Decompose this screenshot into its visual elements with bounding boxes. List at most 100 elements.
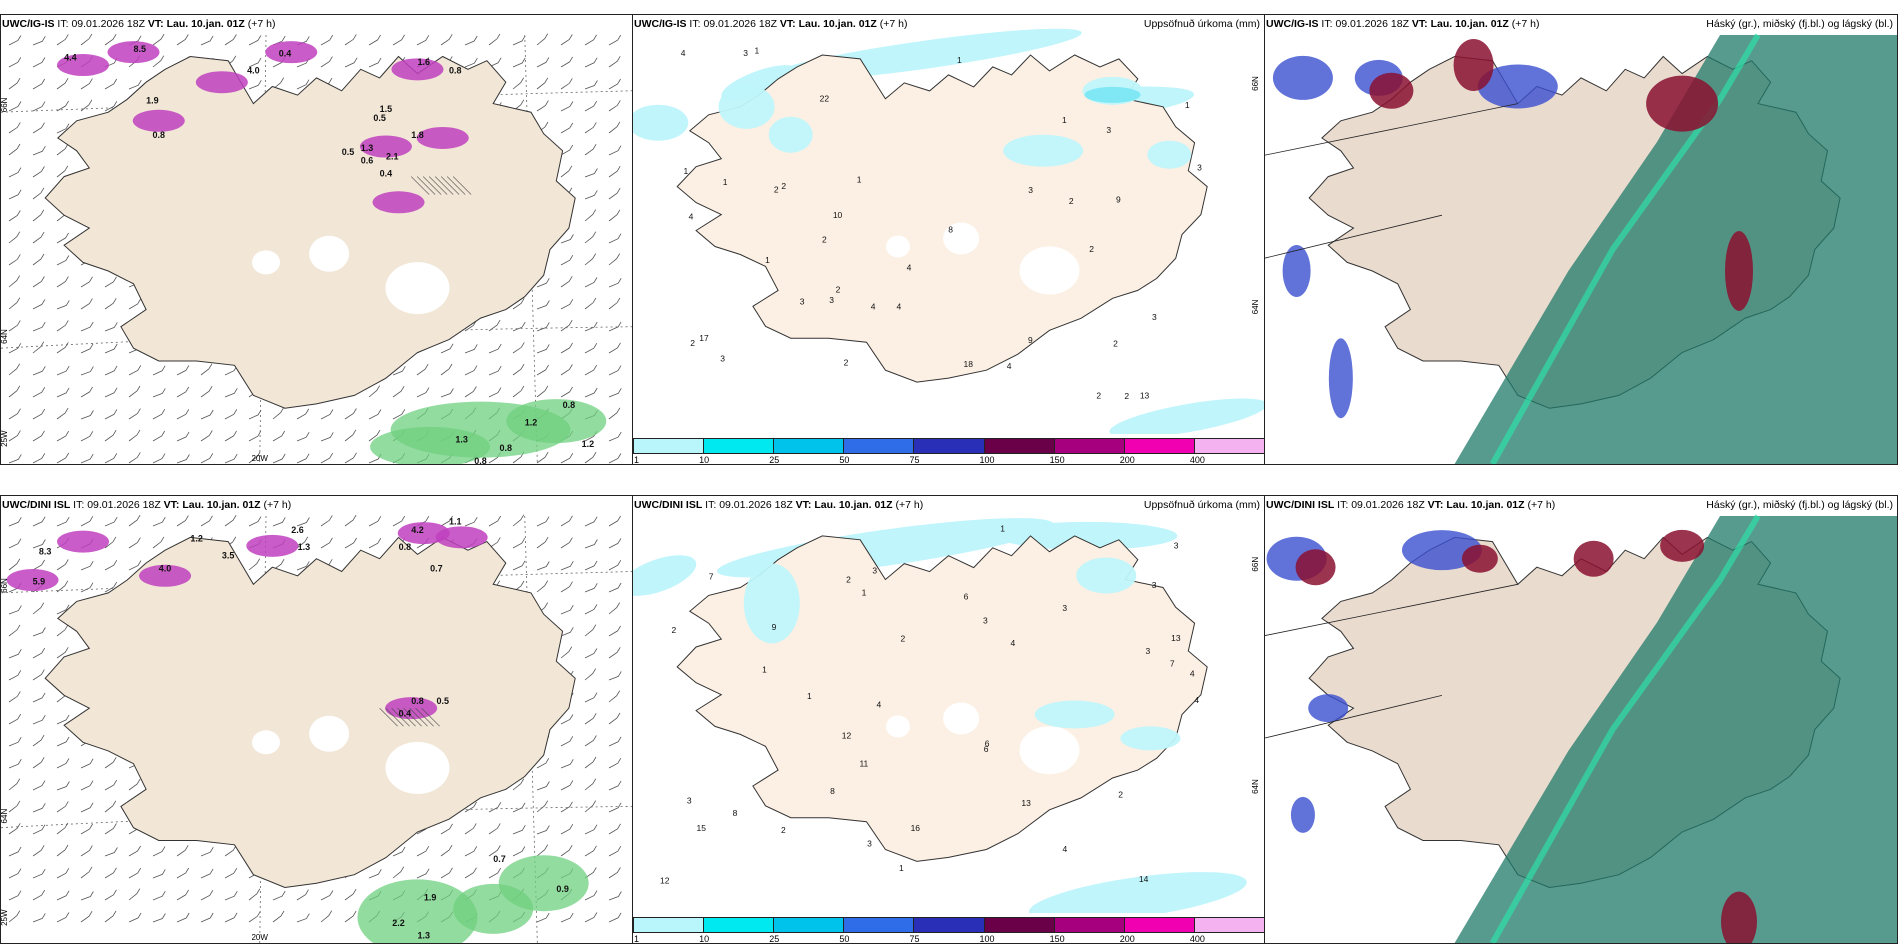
low-cloud-area (1454, 35, 1897, 464)
value-label: 9 (1028, 335, 1033, 345)
wind-barb (488, 515, 502, 527)
wind-barb (32, 913, 46, 923)
value-label: 3 (743, 48, 748, 58)
wind-barb (104, 757, 117, 769)
wind-barb (32, 453, 46, 464)
glacier (943, 702, 980, 735)
snow-area (391, 58, 444, 81)
wind-barb (8, 77, 21, 90)
panel-title: Uppsöfnuð úrkoma (mm) (1143, 499, 1260, 511)
wind-barb (536, 912, 550, 923)
value-label: 17 (699, 333, 709, 343)
wind-barb (80, 845, 93, 857)
wind-barb (320, 537, 333, 549)
wind-barb (440, 363, 453, 376)
wind-barb (584, 867, 597, 879)
wind-barb (104, 779, 118, 791)
wind-barb (608, 780, 622, 791)
snow-area (195, 71, 248, 94)
wind-barb (584, 253, 597, 266)
wind-barb (584, 845, 597, 857)
colorbar-swatch (773, 438, 845, 454)
wind-barb (560, 386, 573, 398)
wind-barb (176, 912, 190, 923)
wind-barb (248, 516, 262, 527)
wind-barb (608, 78, 621, 90)
wind-barb (320, 409, 334, 420)
wind-barb (512, 825, 526, 835)
wind-barb (464, 365, 478, 376)
wind-barb (80, 453, 94, 464)
wind-barb (80, 802, 94, 813)
wind-barb (584, 122, 597, 134)
wind-barb (56, 232, 69, 244)
wind-barb (128, 514, 141, 527)
wind-barb (392, 846, 406, 857)
wind-barb (608, 845, 622, 857)
lon-line (524, 34, 538, 464)
wind-barb (200, 846, 214, 857)
wind-barb (152, 869, 166, 879)
panel-title: Uppsöfnuð úrkoma (mm) (1143, 18, 1260, 30)
colorbar-swatch (913, 917, 985, 933)
wind-barb (8, 122, 21, 134)
wind-barb (8, 890, 22, 901)
colorbar-swatch (983, 438, 1055, 454)
wind-barb (176, 454, 190, 464)
wind-barb (440, 867, 453, 879)
value-label: 0.9 (556, 884, 569, 894)
precip-area (1120, 726, 1181, 751)
value-label: 2.6 (291, 525, 304, 535)
value-label: 0.8 (152, 130, 165, 140)
wind-barb (32, 868, 46, 879)
value-label: 1.9 (146, 96, 159, 106)
wind-barb (32, 845, 45, 857)
value-label: 1 (765, 255, 770, 265)
wind-barb (8, 736, 22, 747)
value-label: 1.2 (582, 439, 595, 449)
wind-barb (296, 561, 310, 571)
wind-barb (608, 582, 622, 593)
value-label: 2 (774, 184, 779, 194)
wind-barb (80, 99, 93, 112)
wind-barb (368, 869, 382, 879)
wind-barb (104, 409, 118, 420)
wind-barb (200, 35, 214, 46)
hatch (440, 176, 460, 195)
wind-barb (32, 780, 46, 791)
value-label: 3 (1152, 312, 1157, 322)
value-label: 2 (690, 338, 695, 348)
colorbar-tick-label: 150 (1049, 455, 1065, 465)
wind-barb (512, 537, 526, 549)
wind-barb (464, 35, 478, 46)
wind-barb (584, 778, 597, 791)
wind-barb (560, 234, 574, 244)
wind-barb (104, 322, 118, 332)
wind-barb (536, 561, 550, 571)
cloud-map (1265, 33, 1897, 464)
panel-title: Háský (gr.), miðský (fj.bl.) og lágský (… (1706, 499, 1893, 511)
wind-barb (320, 34, 334, 46)
wind-barb (584, 387, 598, 398)
wind-barb (296, 913, 310, 923)
wind-barb (56, 100, 69, 112)
value-label: 0.8 (474, 456, 487, 464)
cloud-edge (1489, 514, 1761, 943)
wind-barb (224, 453, 238, 464)
wind-barb (128, 365, 142, 376)
value-label: 12 (660, 875, 670, 885)
wind-barb (200, 453, 214, 464)
precip-colorbar: 1 10 25 50 75 100 150 200 400 (633, 913, 1264, 943)
value-label: 0.8 (563, 400, 576, 410)
wind-barb (248, 451, 261, 464)
wind-barb (176, 867, 190, 879)
value-label: 2 (1118, 790, 1123, 800)
wind-barb (464, 867, 477, 879)
precip-area (1109, 398, 1264, 438)
wind-barb (560, 627, 574, 637)
colorbar-tick-label: 1 (634, 455, 640, 465)
value-label: 8 (948, 224, 953, 234)
wind-barb (56, 34, 69, 46)
wind-barb (512, 363, 525, 376)
value-label: 0.8 (411, 696, 424, 706)
